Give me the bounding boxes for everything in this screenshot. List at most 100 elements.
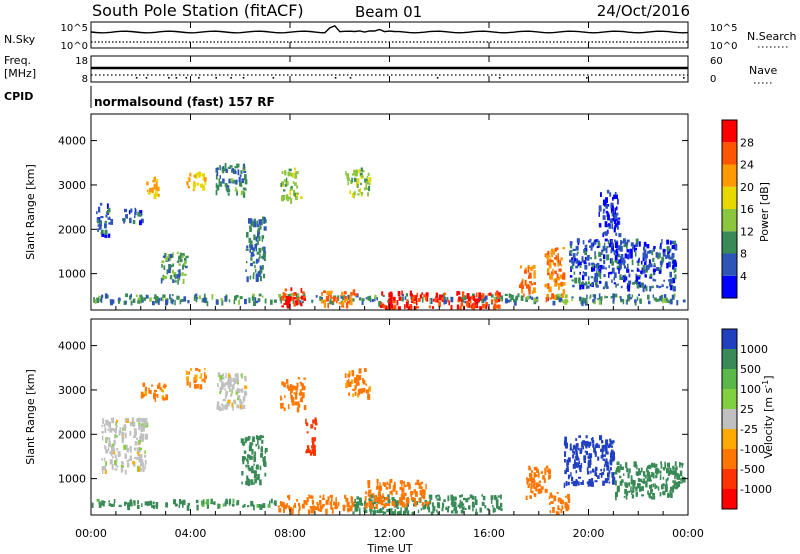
date-label: 24/Oct/2016	[597, 2, 690, 20]
velocity-color-swatch	[722, 389, 737, 409]
velocity-colorbar-tick: -500	[740, 463, 765, 476]
cpid-panel: CPID normalsound (fast) 157 RF	[4, 86, 275, 109]
data-patch	[518, 264, 536, 298]
freq-panel: Freq. [MHz] 18 8 60 0 Nave	[4, 54, 777, 85]
nave-dropout-dot	[215, 77, 217, 79]
velocity-panel: 1000 2000 3000 4000 Slant Range [km]	[24, 318, 689, 516]
power-y-tick-label: 1000	[58, 268, 86, 281]
data-patch	[96, 202, 114, 238]
velocity-y-tick-label: 3000	[58, 384, 86, 397]
data-patch	[344, 368, 371, 400]
x-tick-label: 04:00	[175, 527, 207, 540]
velocity-color-swatch	[722, 369, 737, 389]
power-y-tick-label: 3000	[58, 179, 86, 192]
velocity-colorbar-tick: 100	[740, 383, 761, 396]
velocity-colorbar-tick: 500	[740, 363, 761, 376]
power-y-tick-label: 2000	[58, 223, 86, 236]
nave-dropout-dot	[198, 77, 200, 79]
velocity-colorbar: 1000 500 100 25 -25 -100 -500 -1000	[721, 328, 772, 510]
power-color-swatch	[722, 164, 737, 187]
nave-tick-top: 60	[710, 56, 723, 67]
power-colorbar-tick: 16	[740, 203, 754, 216]
velocity-colorbar-tick: -25	[740, 423, 758, 436]
data-patch	[364, 478, 430, 509]
nsky-trace	[90, 24, 689, 34]
cpid-label: CPID	[4, 90, 33, 103]
data-patch	[281, 287, 306, 309]
power-colorbar-tick: 12	[740, 225, 754, 238]
nave-label: Nave	[749, 64, 777, 77]
power-color-swatch	[722, 231, 737, 254]
data-patch	[525, 465, 552, 500]
nsky-panel: N.Sky 10^5 10^0 10^5 10^0 N.Search	[4, 21, 797, 52]
velocity-color-swatch	[722, 409, 737, 429]
x-axis: 00:00 04:00 08:00 12:00 16:00 20:00 00:00	[75, 22, 704, 540]
nave-dropout-dot	[586, 77, 588, 79]
data-patch	[186, 171, 207, 192]
data-patch	[122, 207, 144, 226]
velocity-y-tick-label: 4000	[58, 340, 86, 353]
data-patch	[614, 461, 686, 501]
nave-tick-bottom: 0	[710, 74, 716, 85]
velocity-y-axis-label: Slant Range [km]	[24, 369, 37, 465]
data-patch	[320, 289, 358, 309]
nave-dropout-dot	[135, 77, 138, 79]
power-color-swatch	[722, 253, 737, 276]
velocity-color-swatch	[722, 329, 737, 349]
x-tick-label: 12:00	[374, 527, 406, 540]
data-patch	[215, 163, 248, 198]
plot-title: South Pole Station (fitACF)	[92, 1, 304, 20]
nave-dropout-dot	[145, 77, 148, 79]
power-colorbar-tick: 4	[740, 270, 747, 283]
nave-dropout-dot	[185, 77, 188, 79]
data-patch	[305, 417, 318, 456]
freq-tick-bottom: 8	[82, 74, 88, 85]
data-patch	[245, 216, 267, 283]
nsky-tick-top: 10^5	[61, 23, 88, 34]
cpid-program: normalsound (fast) 157 RF	[94, 95, 275, 109]
nave-dropout-dot	[349, 77, 352, 79]
data-patch	[379, 290, 501, 310]
power-colorbar-label: Power [dB]	[758, 182, 771, 242]
data-patch	[240, 435, 268, 487]
nsky-label: N.Sky	[4, 33, 36, 46]
power-colorbar: 4 8 12 16 20 24 28	[721, 119, 754, 299]
freq-label: Freq.	[4, 54, 31, 67]
nave-dropout-dot	[272, 77, 275, 79]
data-patch	[280, 167, 303, 204]
data-patch	[146, 176, 160, 200]
power-color-swatch	[722, 186, 737, 209]
data-patch	[93, 293, 686, 307]
freq-unit: [MHz]	[4, 67, 36, 80]
power-color-swatch	[722, 209, 737, 232]
velocity-color-swatch	[722, 349, 737, 369]
x-tick-label: 20:00	[573, 527, 605, 540]
data-patch	[101, 417, 149, 475]
power-y-tick-label: 4000	[58, 135, 86, 148]
data-patch	[598, 189, 622, 238]
data-patch	[160, 251, 189, 285]
power-y-axis-label: Slant Range [km]	[24, 164, 37, 260]
x-tick-label: 16:00	[473, 527, 505, 540]
data-patch	[352, 494, 503, 515]
velocity-y-tick-label: 1000	[58, 473, 86, 486]
power-colorbar-tick: 20	[740, 181, 754, 194]
beam-label: Beam 01	[355, 3, 422, 21]
x-tick-label: 00:00	[672, 527, 704, 540]
nave-dropout-dot	[334, 77, 337, 79]
velocity-data-layer	[91, 367, 686, 515]
power-colorbar-tick: 28	[740, 136, 754, 149]
nsearch-tick-top: 10^5	[710, 23, 737, 34]
data-patch	[345, 167, 372, 199]
velocity-color-swatch	[722, 429, 737, 449]
data-patch	[544, 247, 566, 303]
velocity-color-swatch	[722, 469, 737, 489]
power-color-swatch	[722, 142, 737, 165]
power-color-swatch	[722, 275, 737, 298]
nsearch-tick-bottom: 10^0	[710, 41, 737, 52]
nave-dropout-dot	[242, 77, 245, 79]
velocity-colorbar-tick: 1000	[740, 343, 768, 356]
data-patch	[280, 377, 307, 413]
nave-dropout-dot	[230, 77, 232, 79]
